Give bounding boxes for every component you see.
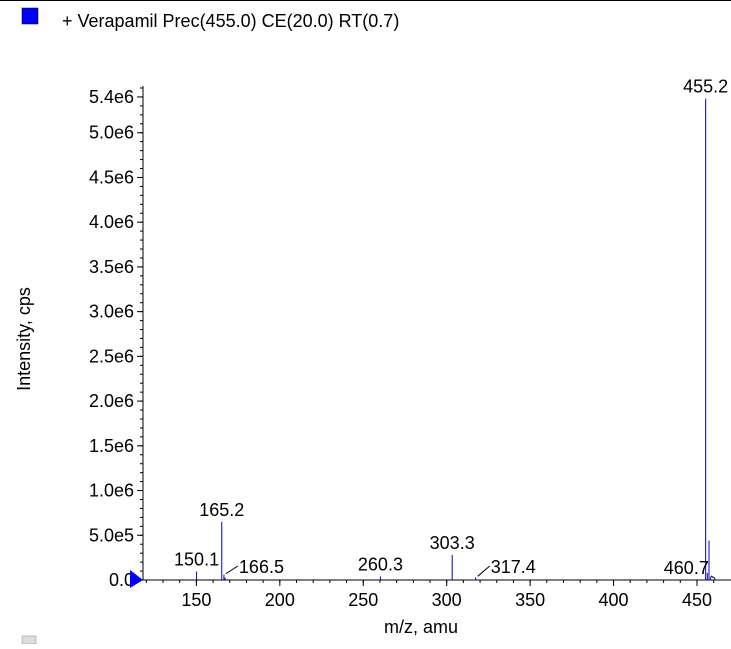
x-tick-label: 300 xyxy=(432,590,462,610)
peak-label: 303.3 xyxy=(430,533,475,553)
x-tick-label: 400 xyxy=(599,590,629,610)
y-tick-label: 1.5e6 xyxy=(89,436,134,456)
peak-label: 460.7 xyxy=(664,558,709,578)
peak-label: 166.5 xyxy=(239,557,284,577)
y-tick-label: 3.5e6 xyxy=(89,257,134,277)
y-tick-label: 5.0e6 xyxy=(89,123,134,143)
peak-label: 150.1 xyxy=(174,550,219,570)
y-axis-label: Intensity, cps xyxy=(14,287,34,391)
legend-swatch-secondary xyxy=(21,635,37,645)
y-tick-label: 0.0 xyxy=(109,570,134,590)
y-ticks: 0.0 5.0e5 1.0e6 1.5e6 2.0e6 2.5e6 3.0e6 3.5e6 4.… xyxy=(89,87,143,590)
legend-label: + Verapamil Prec(455.0) CE(20.0) RT(0.7) xyxy=(62,11,399,31)
annotation-leader xyxy=(477,565,491,577)
x-axis-label: m/z, amu xyxy=(384,617,458,637)
annotation-leader xyxy=(225,565,239,575)
x-tick-label: 200 xyxy=(265,590,295,610)
y-tick-label: 5.0e5 xyxy=(89,525,134,545)
peak-label: 455.2 xyxy=(683,77,728,97)
x-tick-label: 250 xyxy=(348,590,378,610)
peak-label: 317.4 xyxy=(491,557,536,577)
origin-marker-icon xyxy=(130,570,143,588)
peak-annotations: 150.1 165.2 166.5 260.3 303.3 317.4 455.2 460.7 xyxy=(174,77,728,579)
y-tick-label: 5.4e6 xyxy=(89,87,134,107)
x-tick-label: 350 xyxy=(515,590,545,610)
x-ticks: 150 200 250 300 350 400 450 xyxy=(181,580,712,610)
legend: + Verapamil Prec(455.0) CE(20.0) RT(0.7) xyxy=(21,7,399,31)
y-tick-label: 4.5e6 xyxy=(89,167,134,187)
peaks xyxy=(196,98,716,580)
peak-label: 165.2 xyxy=(199,500,244,520)
y-tick-label: 2.5e6 xyxy=(89,346,134,366)
x-tick-label: 450 xyxy=(682,590,712,610)
x-minor-ticks xyxy=(145,580,715,583)
annotation-leader xyxy=(710,575,716,579)
x-tick-label: 150 xyxy=(181,590,211,610)
y-tick-label: 2.0e6 xyxy=(89,391,134,411)
y-tick-label: 1.0e6 xyxy=(89,481,134,501)
legend-swatch xyxy=(21,7,39,25)
y-tick-label: 3.0e6 xyxy=(89,302,134,322)
y-tick-label: 4.0e6 xyxy=(89,212,134,232)
peak-label: 260.3 xyxy=(358,554,403,574)
